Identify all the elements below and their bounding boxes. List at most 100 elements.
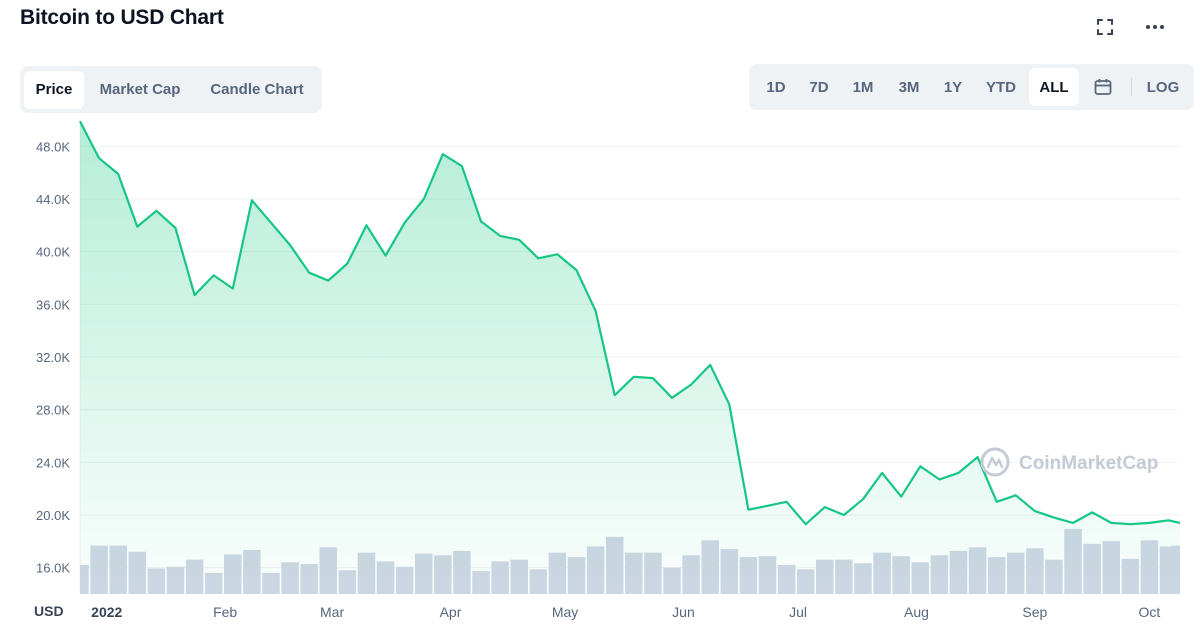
page-title: Bitcoin to USD Chart [20, 6, 224, 29]
price-point [862, 498, 864, 500]
price-point [804, 523, 806, 525]
price-point [995, 501, 997, 503]
y-tick-label: 28.0K [36, 403, 70, 418]
price-point [442, 153, 444, 155]
tab-divider [1131, 78, 1132, 96]
price-point [384, 254, 386, 256]
price-point [193, 294, 195, 296]
x-tick-label: Jun [672, 604, 695, 620]
price-point [117, 173, 119, 175]
price-point [556, 253, 558, 255]
price-point [461, 165, 463, 167]
tab-price[interactable]: Price [24, 70, 84, 109]
price-point [671, 397, 673, 399]
price-chart: 16.0K 20.0K 24.0K 28.0K 32.0K 36.0K 40.0K 44.0K… [34, 120, 1181, 620]
y-tick-label: 32.0K [36, 350, 70, 365]
x-axis: 2022 Feb Mar Apr May Jun Jul Aug Sep Oct [91, 604, 1160, 620]
tab-market-cap[interactable]: Market Cap [99, 81, 181, 98]
price-point [728, 403, 730, 405]
price-point [480, 220, 482, 222]
more-button[interactable] [1142, 14, 1168, 40]
price-point [614, 394, 616, 396]
y-axis: 16.0K 20.0K 24.0K 28.0K 32.0K 36.0K 40.0K 44.0K… [36, 139, 70, 575]
price-point [1110, 522, 1112, 524]
x-tick-label: Apr [440, 604, 462, 620]
range-tabs: 1D 7D 1M 3M 1Y YTD ALL LOG [749, 64, 1194, 110]
range-all[interactable]: ALL [1029, 68, 1079, 106]
fullscreen-button[interactable] [1092, 14, 1118, 40]
price-point [766, 505, 768, 507]
price-point [346, 262, 348, 264]
price-line [79, 120, 1181, 526]
price-point [1179, 522, 1181, 524]
range-3m[interactable]: 3M [898, 78, 920, 96]
x-tick-label: 2022 [91, 604, 122, 620]
price-area [80, 121, 1180, 595]
price-point [1148, 522, 1150, 524]
price-point [633, 376, 635, 378]
price-point [1053, 516, 1055, 518]
x-tick-label: May [552, 604, 578, 620]
y-tick-label: 44.0K [36, 192, 70, 207]
price-point [174, 227, 176, 229]
price-point [537, 257, 539, 259]
price-point [289, 244, 291, 246]
price-point [499, 235, 501, 237]
price-point [365, 224, 367, 226]
price-point [403, 222, 405, 224]
price-point [690, 383, 692, 385]
range-ytd[interactable]: YTD [986, 78, 1016, 96]
price-point [1072, 522, 1074, 524]
price-point [136, 225, 138, 227]
price-point [843, 514, 845, 516]
price-point [1167, 519, 1169, 521]
price-point [881, 472, 883, 474]
price-point [327, 279, 329, 281]
price-point [212, 274, 214, 276]
price-point [251, 199, 253, 201]
price-point [518, 239, 520, 241]
price-point [594, 310, 596, 312]
x-tick-label: Feb [213, 604, 237, 620]
price-point [575, 269, 577, 271]
y-tick-label: 36.0K [36, 297, 70, 312]
log-scale-toggle[interactable]: LOG [1146, 78, 1180, 96]
price-point [957, 472, 959, 474]
y-tick-label: 16.0K [36, 561, 70, 576]
price-point [1034, 510, 1036, 512]
price-point [98, 157, 100, 159]
calendar-icon [1094, 79, 1112, 95]
currency-label: USD [34, 603, 64, 619]
price-point [709, 364, 711, 366]
x-tick-label: Aug [904, 604, 929, 620]
price-point [919, 465, 921, 467]
range-1d[interactable]: 1D [766, 78, 786, 96]
price-point [423, 198, 425, 200]
coinmarketcap-logo-icon [980, 447, 1010, 477]
price-point [900, 495, 902, 497]
tab-candle-chart[interactable]: Candle Chart [210, 81, 304, 98]
range-1m[interactable]: 1M [852, 78, 874, 96]
price-point [976, 456, 978, 458]
fullscreen-icon [1097, 19, 1113, 35]
price-point [155, 210, 157, 212]
price-point [270, 222, 272, 224]
y-tick-label: 48.0K [36, 139, 70, 154]
price-point [308, 272, 310, 274]
view-tabs: Price Market Cap Candle Chart [20, 66, 322, 113]
price-point [824, 506, 826, 508]
range-1y[interactable]: 1Y [943, 78, 963, 96]
price-point [1129, 523, 1131, 525]
x-tick-label: Sep [1022, 604, 1047, 620]
price-point [785, 501, 787, 503]
calendar-button[interactable] [1081, 68, 1125, 106]
y-tick-label: 40.0K [36, 245, 70, 260]
price-point [938, 478, 940, 480]
x-tick-label: Jul [789, 604, 807, 620]
y-tick-label: 20.0K [36, 508, 70, 523]
price-point [1015, 494, 1017, 496]
more-horizontal-icon [1146, 25, 1164, 29]
price-point [232, 287, 234, 289]
x-tick-label: Mar [320, 604, 344, 620]
range-7d[interactable]: 7D [809, 78, 829, 96]
